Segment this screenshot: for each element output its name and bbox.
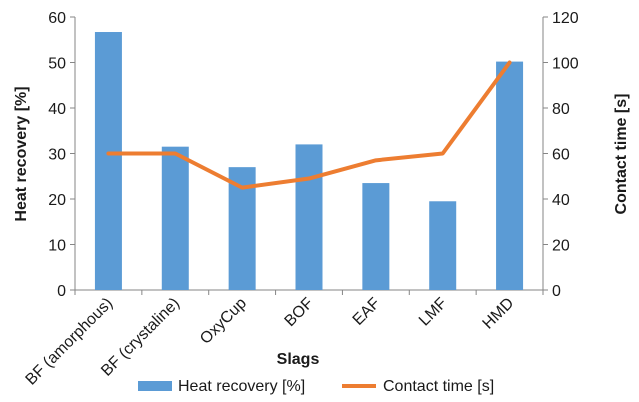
bar	[496, 61, 524, 291]
y-tick-label: 0	[57, 283, 66, 300]
y-tick-label: 40	[48, 101, 66, 118]
chart-axes: 0 10 20 30 40 50 60 0 20 40 60 80 100 120	[48, 10, 579, 300]
y2-axis-title: Contact time [s]	[613, 94, 630, 215]
bar	[295, 144, 323, 290]
y-tick-label: 60	[48, 10, 66, 27]
y-tick-label: 20	[48, 192, 66, 209]
legend-swatch-heat-recovery	[138, 381, 172, 391]
x-axis-title: Slags	[277, 351, 320, 368]
line-series	[106, 60, 512, 190]
legend: Heat recovery [%] Contact time [s]	[138, 378, 494, 395]
y2-tick-label: 120	[552, 10, 579, 27]
y2-tick-label: 80	[552, 101, 570, 118]
bar	[429, 201, 457, 290]
bar-series	[94, 32, 524, 291]
x-tick-label: EAF	[350, 295, 384, 329]
x-tick-label: OxyCup	[197, 295, 250, 348]
y2-tick-label: 100	[552, 56, 579, 73]
x-tick-labels: BF (amorphous)BF (crystaline) OxyCup BOF EA…	[22, 295, 517, 389]
y-tick-label: 30	[48, 147, 66, 164]
y-tick-label: 10	[48, 238, 66, 255]
x-tick-label: LMF	[416, 295, 451, 330]
legend-label-heat-recovery: Heat recovery [%]	[178, 378, 305, 395]
y-axis-title: Heat recovery [%]	[13, 86, 30, 221]
y2-tick-label: 0	[552, 283, 561, 300]
contact-time-line	[106, 60, 512, 190]
bar	[161, 146, 189, 290]
legend-label-contact-time: Contact time [s]	[383, 378, 494, 395]
y2-tick-label: 60	[552, 147, 570, 164]
y-tick-label: 50	[48, 56, 66, 73]
y2-tick-label: 40	[552, 192, 570, 209]
x-tick-label: HMD	[480, 295, 518, 333]
bar	[94, 32, 122, 290]
bar	[362, 183, 390, 290]
x-tick-label: BF (amorphous)	[22, 295, 116, 389]
x-tick-label: BOF	[282, 295, 317, 330]
y2-tick-label: 20	[552, 238, 570, 255]
